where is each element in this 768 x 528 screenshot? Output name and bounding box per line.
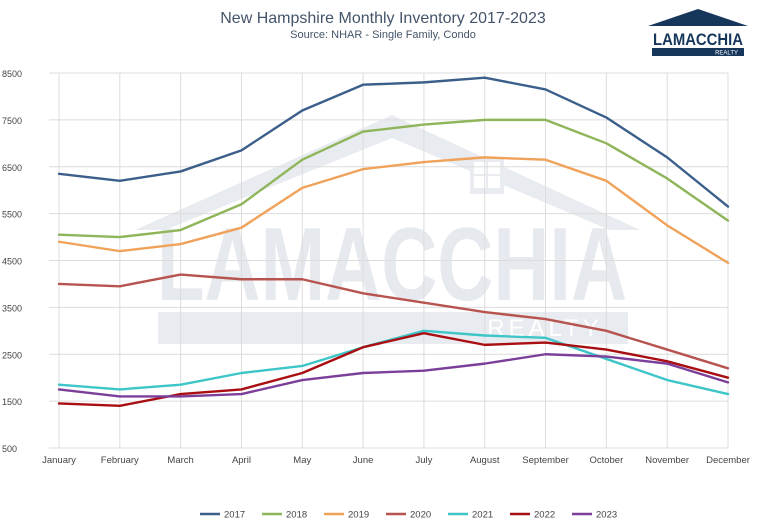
y-tick-label: 1500 [2, 397, 22, 407]
y-tick-label: 6500 [2, 163, 22, 173]
y-tick-label: 3500 [2, 303, 22, 313]
chart-subtitle: Source: NHAR - Single Family, Condo [290, 29, 476, 41]
y-tick-label: 4500 [2, 257, 22, 267]
legend: 2017 2018 2019 2020 2021 2022 2023 [200, 510, 617, 521]
legend-label-2021: 2021 [472, 510, 493, 521]
series-line-2018 [57, 118, 730, 239]
legend-label-2019: 2019 [348, 510, 369, 521]
series-line-2019 [57, 156, 730, 265]
chart-title: New Hampshire Monthly Inventory 2017-202… [220, 10, 546, 27]
series-lines [57, 76, 730, 408]
y-tick-label: 5500 [2, 210, 22, 220]
x-tick-label: April [232, 455, 251, 466]
watermark-logo: LAMACCHIA REALTY [135, 115, 640, 344]
x-tick-label: January [42, 455, 76, 466]
series-line-2022 [57, 331, 730, 408]
x-tick-label: December [706, 455, 750, 466]
logo-text: LAMACCHIA [653, 30, 743, 49]
watermark-text: LAMACCHIA [157, 207, 627, 323]
y-tick-label: 500 [2, 444, 17, 454]
x-tick-label: February [101, 455, 139, 466]
y-tick-label: 8500 [2, 69, 22, 79]
y-tick-label: 7500 [2, 116, 22, 126]
axes: 8500 7500 6500 5500 4500 3500 2500 1500 500 Janua… [2, 69, 750, 466]
series-line-2023 [57, 353, 730, 398]
series-line-2017 [57, 76, 730, 208]
legend-label-2022: 2022 [534, 510, 555, 521]
x-tick-label: September [522, 455, 568, 466]
company-logo: LAMACCHIA REALTY [648, 9, 748, 57]
legend-label-2018: 2018 [286, 510, 307, 521]
legend-label-2020: 2020 [410, 510, 431, 521]
x-tick-label: March [167, 455, 193, 466]
grid [49, 72, 729, 449]
x-tick-label: August [470, 455, 500, 466]
legend-label-2023: 2023 [596, 510, 617, 521]
x-tick-label: May [293, 455, 311, 466]
x-tick-label: June [353, 455, 374, 466]
x-tick-label: November [645, 455, 689, 466]
x-tick-label: October [589, 455, 623, 466]
y-tick-label: 2500 [2, 350, 22, 360]
logo-subtext: REALTY [715, 51, 738, 57]
x-tick-label: July [415, 455, 432, 466]
series-line-2020 [57, 273, 730, 370]
legend-label-2017: 2017 [224, 510, 245, 521]
